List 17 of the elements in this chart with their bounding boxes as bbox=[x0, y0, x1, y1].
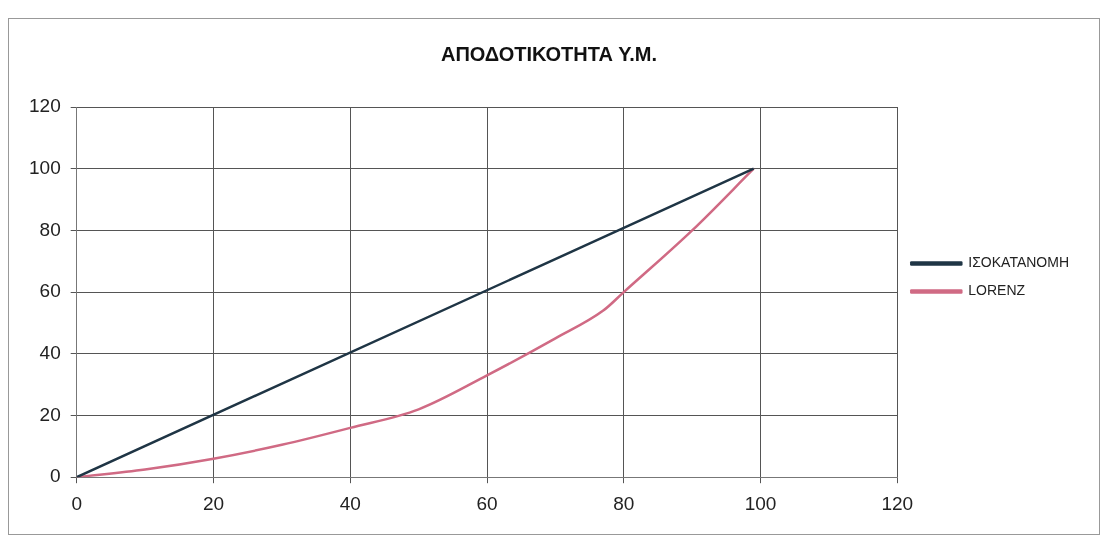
legend-label: ΙΣΟΚΑΤΑΝΟΜΗ bbox=[968, 254, 1070, 271]
legend-label: LORENZ bbox=[968, 282, 1026, 299]
y-tick-label: 40 bbox=[39, 342, 61, 364]
y-tick-label: 0 bbox=[50, 465, 61, 487]
x-tick-label: 100 bbox=[744, 492, 777, 514]
x-tick-label: 60 bbox=[476, 492, 498, 514]
x-tick-label: 20 bbox=[202, 492, 225, 514]
y-tick-label: 120 bbox=[29, 95, 61, 117]
x-tick-label: 120 bbox=[881, 492, 914, 514]
y-tick-label: 100 bbox=[29, 156, 61, 178]
chart-title: ΑΠΟΔΟΤΙΚΟΤΗΤΑ Υ.Μ. bbox=[440, 42, 658, 65]
y-tick-label: 20 bbox=[39, 403, 61, 425]
x-tick-label: 80 bbox=[613, 492, 635, 514]
y-tick-label: 80 bbox=[39, 218, 61, 240]
x-tick-label: 0 bbox=[71, 492, 82, 514]
x-tick-label: 40 bbox=[339, 492, 361, 514]
y-tick-label: 60 bbox=[39, 280, 61, 302]
